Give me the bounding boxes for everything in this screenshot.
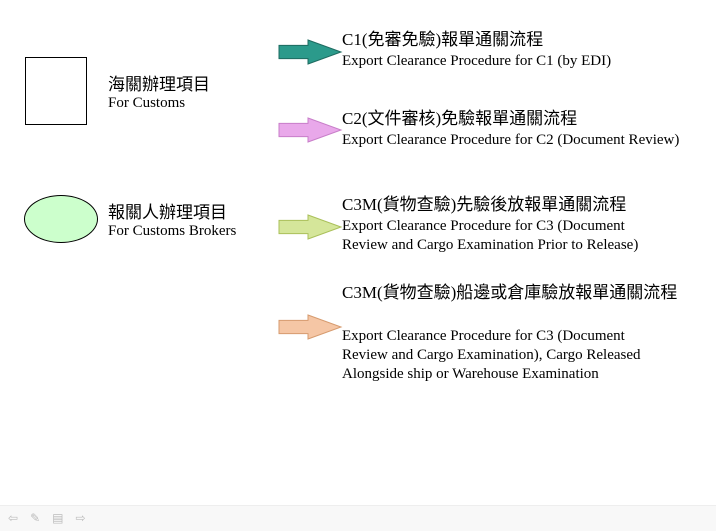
item-c1-title-zh: C1(免審免驗)報單通關流程: [342, 30, 543, 50]
prev-icon[interactable]: ⇦: [8, 511, 18, 526]
legend-ellipse-label-en: For Customs Brokers: [108, 223, 236, 240]
legend-square-label-en: For Customs: [108, 95, 185, 112]
item-c2-title-en: Export Clearance Procedure for C2 (Docum…: [342, 131, 712, 150]
legend-ellipse: [24, 195, 98, 243]
menu-icon[interactable]: ▤: [52, 511, 63, 526]
next-icon[interactable]: ⇨: [75, 511, 85, 526]
pen-icon[interactable]: ✎: [30, 511, 40, 526]
legend-ellipse-label-zh: 報關人辦理項目: [108, 198, 227, 223]
item-c1-title-en: Export Clearance Procedure for C1 (by ED…: [342, 52, 702, 71]
item-c3m-a-title-en: Export Clearance Procedure for C3 (Docum…: [342, 217, 672, 255]
item-c3m-a-title-zh: C3M(貨物查驗)先驗後放報單通關流程: [342, 195, 626, 215]
legend-square-label-zh: 海關辦理項目: [108, 70, 210, 95]
arrow-c3m-b: [277, 310, 345, 344]
arrow-c2: [277, 113, 345, 147]
legend-square: [25, 57, 87, 125]
item-c2-title-zh: C2(文件審核)免驗報單通關流程: [342, 109, 577, 129]
item-c3m-b-title-en: Export Clearance Procedure for C3 (Docum…: [342, 327, 672, 383]
arrow-c1: [277, 35, 345, 69]
arrow-c3m-a: [277, 210, 345, 244]
item-c3m-b-title-zh: C3M(貨物查驗)船邊或倉庫驗放報單通關流程: [342, 283, 692, 303]
bottom-toolbar: ⇦ ✎ ▤ ⇨: [0, 505, 716, 531]
